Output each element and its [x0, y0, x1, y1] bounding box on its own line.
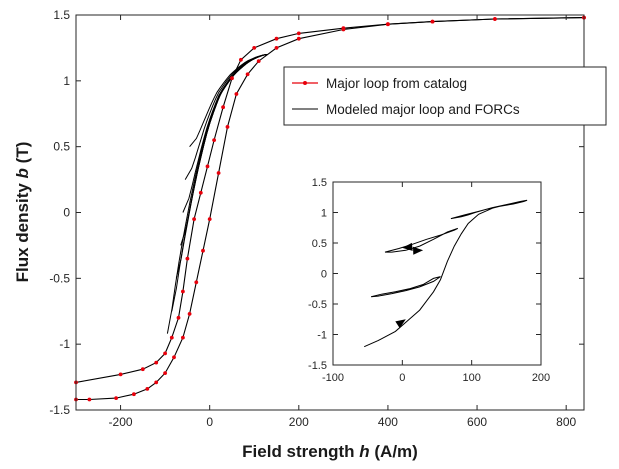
- legend-label-modeled: Modeled major loop and FORCs: [326, 102, 520, 117]
- inset-trajectory: [363, 199, 528, 348]
- catalog-point: [386, 22, 390, 27]
- inset-y-tick-label: -0.5: [308, 299, 327, 311]
- inset-minor-loop: [370, 276, 441, 298]
- inset-curves: [363, 199, 528, 348]
- catalog-point: [274, 46, 279, 50]
- catalog-point: [216, 171, 221, 175]
- main-x-tick-label: -200: [109, 415, 133, 429]
- catalog-point: [114, 396, 118, 400]
- inset-plot: -100 0 100 200 -1.5 -1 -0.5 0 0.5 1 1.5: [308, 177, 550, 384]
- legend-box: [283, 66, 607, 126]
- catalog-point: [181, 335, 185, 340]
- main-x-tick-label: 200: [289, 415, 309, 429]
- catalog-point: [296, 36, 301, 41]
- catalog-point: [172, 355, 176, 360]
- catalog-point: [87, 397, 92, 402]
- catalog-point: [192, 217, 197, 222]
- inset-arrowhead: [402, 242, 413, 251]
- main-x-tick-label: 400: [378, 415, 398, 429]
- catalog-point: [118, 372, 123, 377]
- modeled-major-loop-branch: [75, 17, 585, 383]
- catalog-point: [154, 380, 159, 385]
- catalog-point: [163, 371, 168, 375]
- main-y-tick-label: 1: [63, 74, 70, 88]
- inset-x-tick-label: 100: [462, 372, 480, 384]
- catalog-point: [169, 335, 174, 340]
- inset-y-tick-label: 0.5: [312, 238, 327, 250]
- inset-y-tick-label: -1: [317, 330, 327, 342]
- main-y-tick-label: 0.5: [53, 140, 70, 154]
- catalog-point: [230, 76, 234, 81]
- catalog-point: [187, 312, 192, 316]
- main-x-tick-label: 0: [206, 415, 213, 429]
- catalog-point: [252, 46, 257, 50]
- main-y-tick-label: 1.5: [53, 8, 70, 22]
- catalog-point: [341, 27, 346, 32]
- main-y-tick-label: -0.5: [49, 271, 70, 285]
- catalog-point: [274, 36, 279, 41]
- main-x-tick-label: 800: [556, 415, 576, 429]
- catalog-point: [207, 217, 212, 222]
- catalog-point: [430, 19, 435, 24]
- x-axis-label: Field strength h (A/m): [242, 442, 418, 461]
- catalog-point: [194, 280, 199, 285]
- x-axis-label-var: h: [359, 442, 369, 461]
- catalog-point: [212, 138, 217, 143]
- forc-curve: [166, 54, 268, 334]
- legend-marker-catalog: [303, 81, 307, 85]
- main-y-tick-label: -1.5: [49, 403, 70, 417]
- inset-x-tick-label: -100: [322, 372, 344, 384]
- inset-x-tick-label: 0: [399, 372, 405, 384]
- main-curves: [74, 15, 586, 402]
- inset-ticks: -100 0 100 200 -1.5 -1 -0.5 0 0.5 1 1.5: [308, 177, 550, 384]
- catalog-point: [205, 164, 210, 169]
- catalog-point: [145, 387, 150, 391]
- inset-x-tick-label: 200: [532, 372, 550, 384]
- inset-minor-loop: [384, 227, 459, 253]
- main-y-tick-label: 0: [63, 206, 70, 220]
- y-axis-label-var: b: [13, 168, 32, 178]
- inset-arrowhead: [413, 246, 424, 255]
- catalog-point: [176, 315, 181, 320]
- legend-label-catalog: Major loop from catalog: [326, 76, 467, 91]
- inset-y-tick-label: -1.5: [308, 360, 327, 372]
- main-ticks: -200 0 200 400 600 800 -1.5 -1 -0.5 0 0.5 1 1.5: [49, 8, 584, 429]
- y-axis-label: Flux density b (T): [13, 142, 32, 283]
- catalog-point: [185, 256, 190, 261]
- y-axis-label-post: (T): [13, 142, 32, 168]
- catalog-point: [234, 92, 239, 96]
- y-axis-label-pre: Flux density: [13, 178, 32, 282]
- catalog-point: [256, 59, 261, 63]
- catalog-point: [225, 125, 230, 129]
- main-x-tick-label: 600: [467, 415, 487, 429]
- catalog-point: [245, 72, 250, 77]
- catalog-point: [154, 360, 159, 365]
- catalog-point: [132, 392, 136, 397]
- catalog-point: [163, 351, 168, 356]
- inset-arrowhead: [395, 319, 406, 329]
- catalog-point: [140, 367, 145, 372]
- catalog-point: [493, 17, 497, 21]
- main-plot: -200 0 200 400 600 800 -1.5 -1 -0.5 0 0.5 1 1.5: [49, 8, 586, 429]
- main-y-tick-label: -1: [59, 337, 70, 351]
- catalog-point: [221, 105, 226, 110]
- x-axis-label-pre: Field strength: [242, 442, 359, 461]
- inset-y-tick-label: 0: [321, 269, 327, 281]
- x-axis-label-post: (A/m): [370, 442, 418, 461]
- catalog-point: [296, 31, 301, 36]
- legend: Major loop from catalog Modeled major lo…: [283, 66, 607, 126]
- catalog-point: [198, 190, 203, 195]
- inset-y-tick-label: 1: [321, 208, 327, 220]
- catalog-point: [201, 248, 205, 253]
- inset-y-tick-label: 1.5: [312, 177, 327, 189]
- catalog-point: [239, 57, 243, 62]
- inset-background: [333, 182, 541, 365]
- catalog-point: [181, 289, 185, 294]
